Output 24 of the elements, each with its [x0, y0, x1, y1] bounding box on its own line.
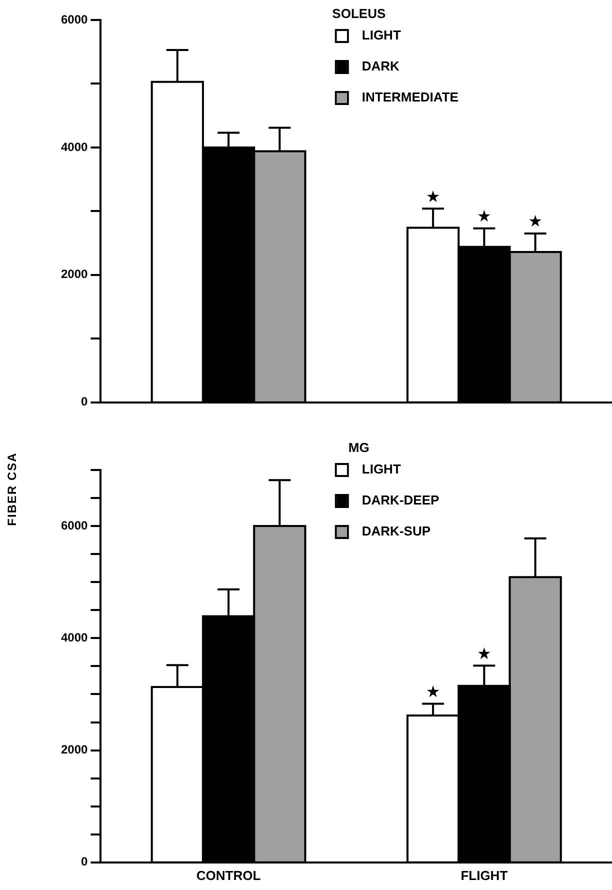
x-tick-label: CONTROL — [196, 868, 261, 883]
data-label: ★ — [426, 186, 440, 206]
y-tick-label: 4000 — [60, 140, 88, 154]
y-tick-label: 2000 — [60, 267, 88, 282]
y-tick-label: 6000 — [60, 12, 88, 26]
chart-title: MG — [348, 440, 370, 456]
data-label: ★ — [426, 682, 440, 701]
legend-label: LIGHT — [362, 28, 401, 43]
legend-label: DARK-DEEP — [362, 492, 440, 508]
legend-label: DARK-SUP — [362, 524, 431, 539]
y-tick-label: 2000 — [60, 742, 88, 757]
data-label: ★ — [477, 206, 492, 226]
y-tick-label: 0 — [81, 854, 88, 869]
data-label: ★ — [528, 212, 542, 231]
y-tick-label: 6000 — [60, 518, 88, 532]
legend-label: INTERMEDIATE — [362, 90, 459, 105]
y-axis-title: FIBER CSA — [5, 451, 19, 528]
legend-label: DARK — [362, 58, 400, 74]
chart-title: SOLEUS — [332, 6, 386, 22]
y-tick-label: 4000 — [60, 630, 88, 644]
x-tick-label: FLIGHT — [460, 868, 508, 883]
data-label: ★ — [477, 644, 492, 663]
y-tick-label: 0 — [81, 394, 88, 409]
legend-label: LIGHT — [362, 462, 401, 477]
